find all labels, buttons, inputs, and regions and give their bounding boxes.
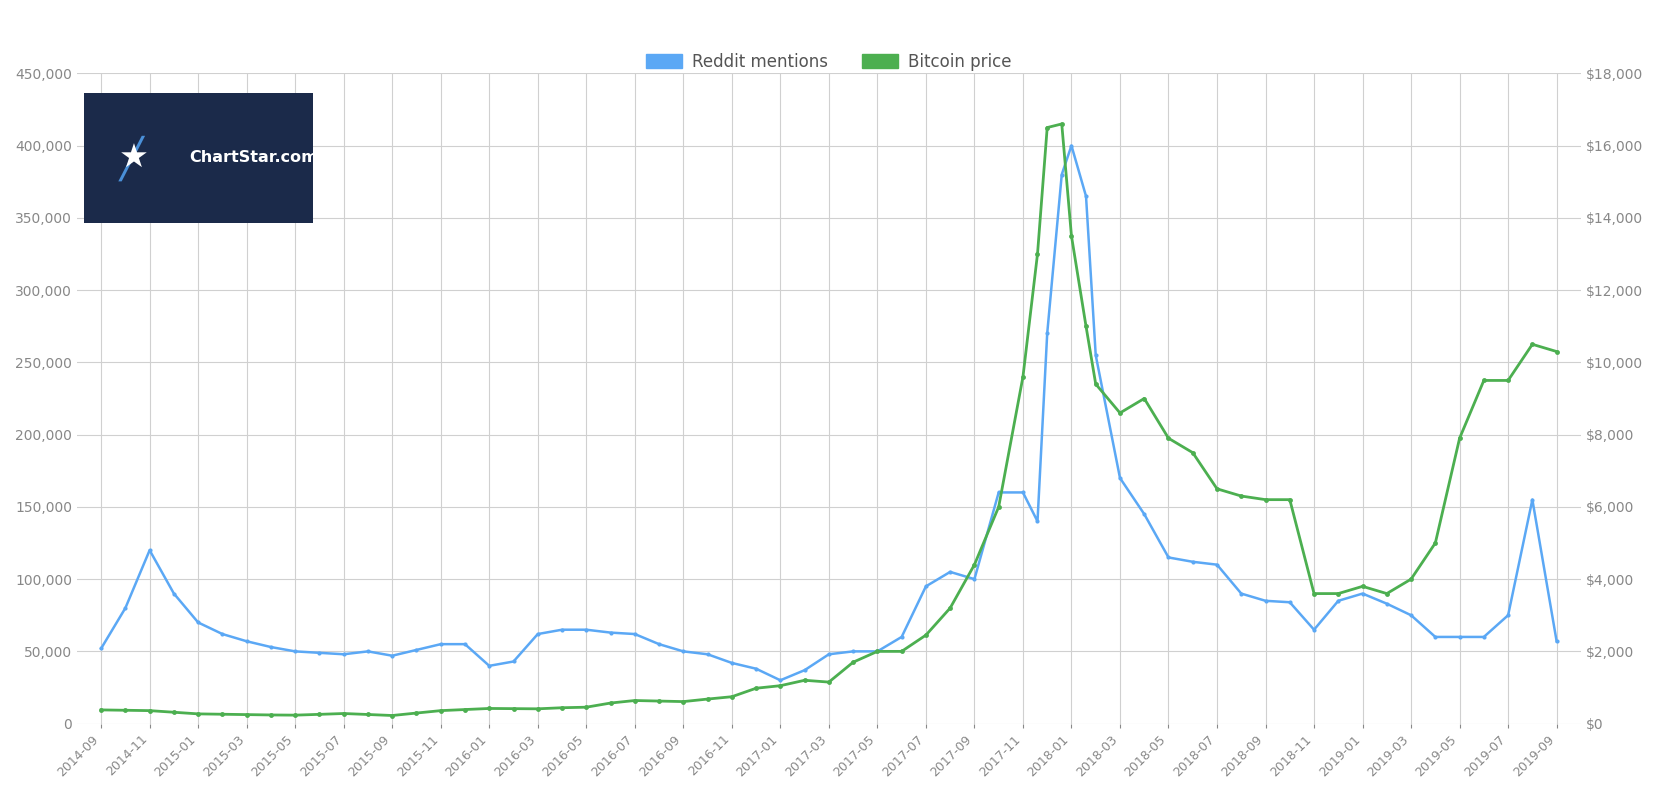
Legend: Reddit mentions, Bitcoin price: Reddit mentions, Bitcoin price bbox=[638, 46, 1017, 77]
Text: ╱: ╱ bbox=[119, 135, 143, 181]
Text: ★: ★ bbox=[119, 142, 149, 174]
FancyBboxPatch shape bbox=[85, 93, 313, 223]
Text: ChartStar.com: ChartStar.com bbox=[189, 151, 318, 165]
